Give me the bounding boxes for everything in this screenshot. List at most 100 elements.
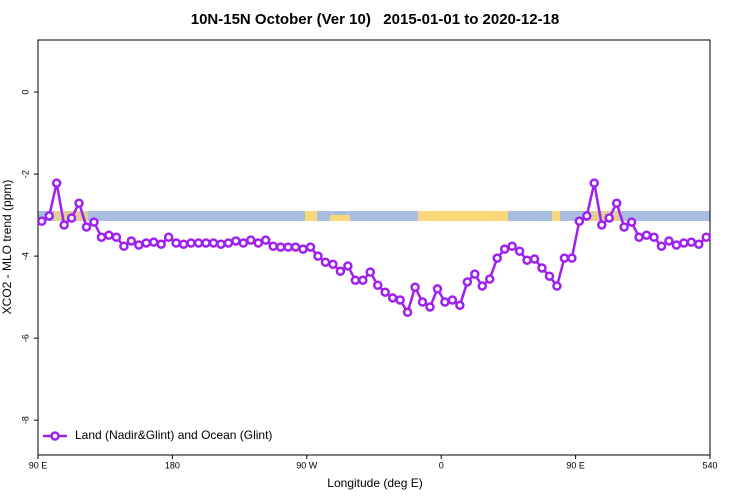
data-point [619, 222, 629, 232]
y-tick-label: -4 [20, 252, 30, 260]
data-point [686, 237, 697, 247]
data-point [372, 280, 383, 290]
data-point [567, 253, 577, 263]
data-point [290, 242, 301, 252]
data-point [358, 275, 368, 286]
data-point [641, 230, 652, 240]
data-point [134, 240, 144, 250]
data-point [223, 238, 234, 248]
data-point [111, 232, 122, 242]
data-point [193, 238, 204, 248]
data-point [171, 238, 181, 248]
data-point [507, 241, 517, 252]
data-point [298, 244, 308, 254]
data-point [156, 239, 166, 249]
data-point [440, 297, 450, 307]
data-point [104, 230, 114, 240]
data-point [417, 297, 428, 307]
x-tick-label: 90 E [566, 460, 585, 470]
legend-label: Land (Nadir&Glint) and Ocean (Glint) [75, 428, 272, 442]
plot-frame [37, 39, 711, 456]
data-point [634, 232, 644, 242]
data-point [328, 259, 338, 270]
data-point [216, 239, 226, 249]
data-point [477, 281, 488, 291]
data-point [365, 267, 376, 277]
data-point [447, 295, 458, 305]
data-point [81, 222, 92, 232]
data-point [253, 238, 264, 248]
x-tick-label: 90 W [296, 460, 318, 470]
data-point [514, 246, 525, 256]
data-point [119, 241, 129, 252]
data-point [664, 236, 674, 246]
x-axis-label: Longitude (deg E) [327, 476, 422, 490]
data-point [499, 244, 510, 254]
data-point [126, 236, 137, 246]
data-point [544, 271, 555, 281]
y-tick-label: -6 [20, 334, 30, 342]
data-point [275, 242, 286, 252]
data-point [694, 239, 704, 249]
x-tick-label: 0 [439, 460, 444, 470]
data-point [387, 293, 398, 303]
data-point [679, 238, 689, 248]
data-point [283, 242, 293, 252]
data-point [701, 232, 712, 242]
data-point [455, 300, 465, 311]
data-point [656, 241, 667, 252]
data-point [611, 198, 622, 208]
data-point [163, 232, 174, 242]
data-point [537, 263, 547, 273]
data-point [552, 281, 562, 291]
land-strip [330, 215, 350, 221]
y-tick-label: -8 [20, 416, 30, 424]
data-point [231, 236, 241, 246]
ocean-strip [38, 211, 710, 221]
data-point [238, 238, 249, 248]
data-point [178, 239, 189, 249]
data-point [66, 213, 77, 223]
data-point [36, 216, 47, 227]
data-point [410, 282, 420, 293]
data-point [51, 178, 62, 188]
data-point [268, 241, 278, 252]
y-axis-label: XCO2 - MLO trend (ppm) [0, 180, 14, 315]
y-tick-label: 0 [20, 90, 30, 95]
data-point [44, 211, 54, 221]
data-point [395, 295, 405, 305]
data-point [470, 269, 480, 279]
data-point [574, 216, 585, 227]
data-point [313, 251, 323, 261]
data-point [462, 277, 473, 287]
data-point [484, 274, 495, 284]
x-tick-label: 90 E [29, 460, 48, 470]
data-point [186, 238, 196, 248]
land-strip [552, 211, 560, 221]
data-point [246, 235, 256, 245]
data-point [380, 287, 390, 297]
data-point [89, 217, 99, 227]
data-point [626, 217, 637, 227]
data-point [141, 238, 152, 248]
data-point [432, 284, 443, 294]
data-point [425, 302, 435, 312]
data-point [529, 254, 540, 264]
data-point [596, 220, 607, 230]
data-point [335, 266, 346, 277]
data-point [559, 253, 570, 263]
data-point [671, 240, 682, 250]
data-point [589, 178, 600, 188]
data-point [208, 238, 219, 248]
data-point [522, 255, 532, 265]
data-point [148, 237, 159, 247]
land-strip [418, 211, 508, 221]
data-point [201, 238, 211, 248]
data-point [604, 213, 614, 223]
data-point [96, 232, 107, 242]
data-point [305, 242, 316, 252]
y-tick-label: -2 [20, 170, 30, 178]
land-strip [305, 211, 317, 221]
data-point [402, 307, 413, 318]
chart-title: 10N-15N October (Ver 10) 2015-01-01 to 2… [191, 11, 560, 28]
